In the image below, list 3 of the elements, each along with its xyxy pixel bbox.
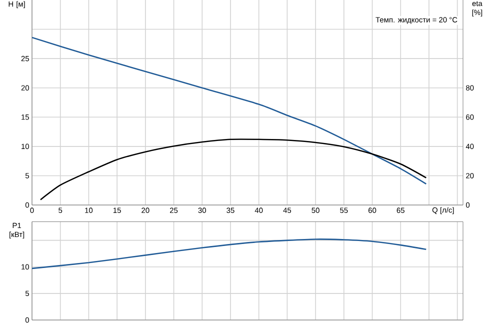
line-series	[40, 138, 427, 200]
line-series	[32, 238, 427, 270]
line-series	[32, 36, 427, 185]
